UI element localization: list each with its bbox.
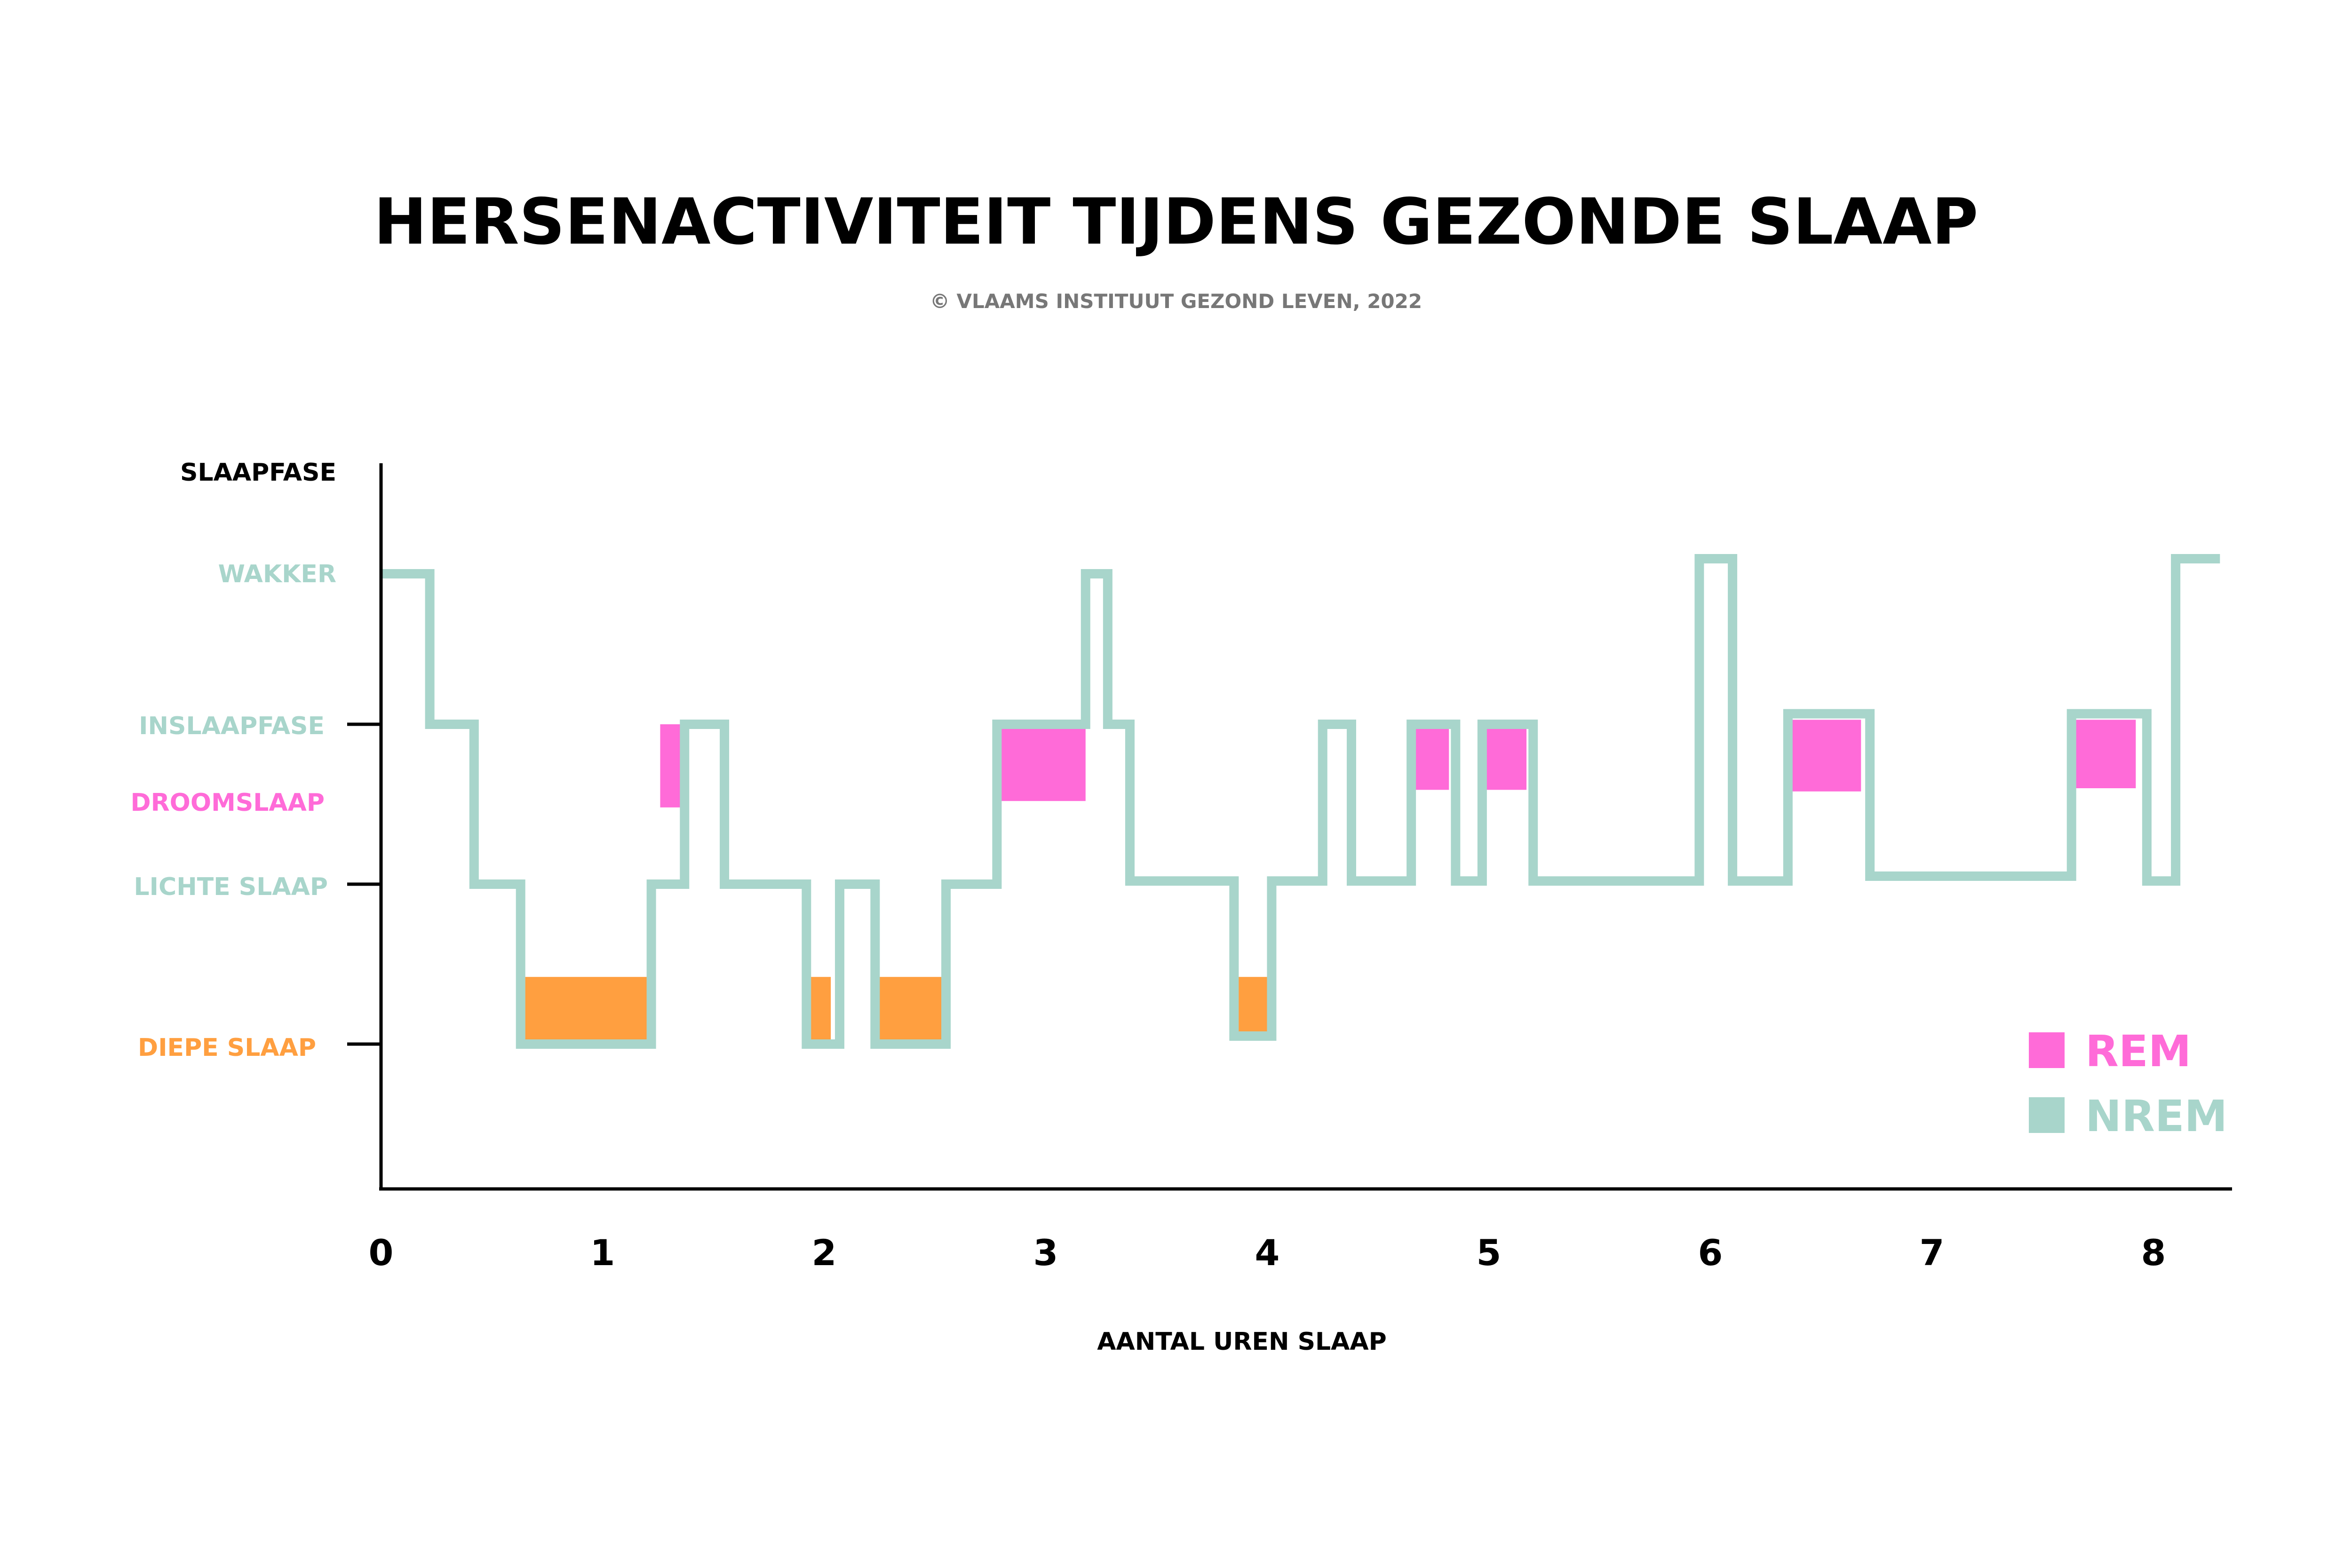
deep-sleep-block-2 [875,977,946,1044]
deep-sleep-block-3 [1238,977,1267,1033]
x-tick-label-7: 7 [1920,1232,1945,1274]
legend-label-rem: REM [2085,1026,2191,1077]
chart-title: HERSENACTIVITEIT TIJDENS GEZONDE SLAAP [374,185,1979,259]
y-tick-label-0: WAKKER [218,560,336,588]
rem-block-2 [1411,724,1449,790]
y-tick-label-2: DROOMSLAAP [130,789,325,817]
legend-label-nrem: NREM [2085,1091,2227,1141]
x-tick-label-1: 1 [590,1232,615,1274]
nrem-line-group [381,554,2220,1049]
x-tick-label-4: 4 [1255,1232,1280,1274]
y-axis-label: SLAAPFASE [180,459,336,487]
fill-blocks [520,720,2136,1044]
x-tick-label-8: 8 [2141,1232,2166,1274]
x-tick-label-6: 6 [1698,1232,1723,1274]
y-tick-label-3: LICHTE SLAAP [134,873,328,901]
x-tick-label-5: 5 [1477,1232,1502,1274]
rem-block-3 [1482,724,1527,790]
rem-block-1 [997,724,1086,801]
legend: REM NREM [2029,1026,2227,1141]
y-tick-label-1: INSLAAPFASE [139,712,325,740]
x-tick-label-3: 3 [1033,1232,1058,1274]
nrem-line [381,554,2220,1049]
x-tick-label-2: 2 [812,1232,837,1274]
x-tick-label-0: 0 [369,1232,394,1274]
axes [347,463,2232,1191]
deep-sleep-block-0 [520,977,647,1044]
x-axis-label: AANTAL UREN SLAAP [1097,1328,1387,1356]
y-tick-label-4: DIEPE SLAAP [138,1034,316,1062]
chart-subtitle: © VLAAMS INSTITUUT GEZOND LEVEN, 2022 [930,290,1422,313]
rem-block-4 [1792,720,1861,792]
rem-block-5 [2071,720,2136,788]
x-tick-labels: 0 1 2 3 4 5 6 7 8 [369,1232,2166,1274]
legend-swatch-nrem [2029,1097,2065,1133]
legend-swatch-rem [2029,1032,2065,1068]
y-tick-labels: WAKKER INSLAAPFASE DROOMSLAAP LICHTE SLAAP D… [130,560,336,1062]
